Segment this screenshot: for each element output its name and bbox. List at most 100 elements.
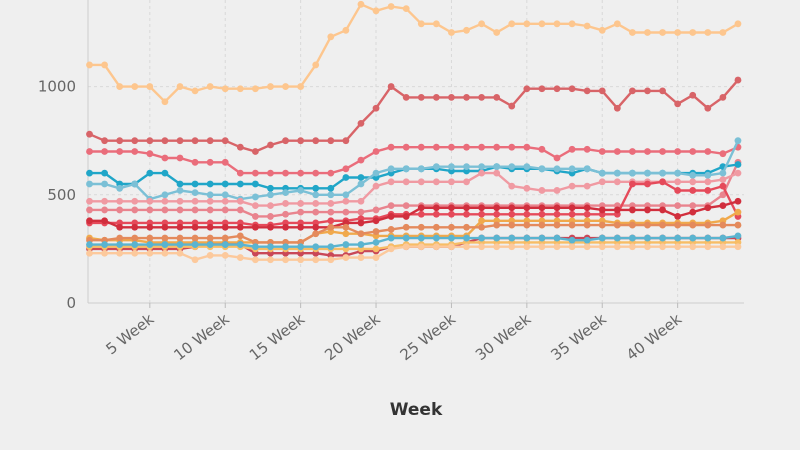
data-point (251, 256, 259, 264)
data-point (312, 200, 320, 207)
data-point (176, 241, 184, 248)
data-point (342, 174, 350, 181)
data-point (236, 197, 244, 205)
data-point (402, 93, 410, 101)
data-point (236, 85, 244, 93)
data-point (463, 143, 470, 151)
data-point (221, 158, 229, 166)
data-point (478, 143, 485, 151)
data-point (297, 256, 305, 264)
x-tick-label: 35 Week (547, 310, 610, 364)
data-point (613, 243, 621, 251)
data-point (659, 243, 666, 251)
data-point (674, 100, 682, 108)
data-point (146, 249, 154, 257)
data-point (629, 221, 636, 229)
data-point (704, 178, 712, 186)
data-point (674, 178, 682, 186)
data-point (523, 184, 531, 192)
series-line (89, 79, 739, 153)
data-point (116, 234, 124, 242)
x-ticks: 5 Week 10 Week 15 Week 20 Week 25 Week 30 Wee… (103, 303, 685, 364)
data-point (508, 163, 516, 171)
data-point (116, 223, 124, 231)
data-point (251, 180, 259, 188)
data-point (613, 178, 621, 186)
data-point (448, 210, 455, 218)
data-point (568, 20, 576, 28)
data-point (583, 204, 591, 212)
data-point (523, 143, 531, 151)
data-point (523, 221, 531, 229)
data-point (493, 234, 501, 242)
data-point (734, 221, 742, 229)
data-point (644, 180, 651, 188)
data-point (342, 197, 350, 205)
data-point (116, 249, 124, 257)
data-point (463, 234, 470, 242)
data-point (372, 148, 380, 155)
data-point (191, 137, 199, 145)
data-point (689, 202, 697, 210)
data-point (357, 0, 365, 8)
data-point (704, 234, 712, 242)
data-point (553, 165, 561, 173)
series-line (89, 3, 739, 103)
data-point (282, 210, 289, 218)
data-point (131, 234, 139, 242)
data-point (191, 158, 199, 166)
data-point (206, 191, 214, 199)
data-point (448, 93, 455, 101)
data-point (568, 204, 576, 212)
data-point (432, 210, 440, 218)
data-point (448, 223, 455, 231)
data-point (372, 228, 380, 235)
series-5 (86, 161, 742, 192)
data-point (478, 223, 485, 231)
data-point (282, 169, 289, 177)
data-point (101, 217, 108, 225)
data-point (282, 189, 289, 197)
data-point (282, 200, 289, 207)
data-point (131, 148, 139, 155)
data-point (206, 83, 214, 90)
series-line (89, 161, 740, 218)
data-point (719, 176, 727, 184)
data-point (478, 20, 485, 28)
data-point (523, 210, 531, 218)
data-point (221, 206, 229, 214)
data-point (267, 256, 274, 264)
data-point (86, 217, 93, 225)
data-point (644, 148, 651, 155)
data-point (719, 191, 727, 199)
data-point (538, 187, 546, 194)
data-point (719, 150, 727, 158)
data-point (161, 206, 169, 214)
data-point (176, 180, 184, 188)
data-point (282, 256, 289, 264)
data-point (478, 163, 485, 171)
data-point (598, 178, 606, 186)
data-point (176, 83, 184, 90)
data-point (146, 83, 154, 90)
data-point (251, 169, 259, 177)
data-point (342, 241, 350, 248)
data-point (357, 230, 365, 238)
data-point (131, 223, 139, 231)
data-point (659, 221, 666, 229)
data-point (176, 223, 184, 231)
data-point (659, 87, 666, 95)
data-point (297, 169, 305, 177)
data-point (86, 241, 93, 248)
data-point (267, 83, 274, 90)
data-point (538, 204, 546, 212)
data-point (236, 223, 244, 231)
data-point (101, 197, 108, 205)
data-point (267, 141, 274, 149)
data-point (342, 137, 350, 145)
data-point (448, 243, 455, 251)
data-point (629, 234, 636, 242)
data-point (101, 148, 108, 155)
data-point (674, 202, 682, 210)
data-point (508, 243, 516, 251)
